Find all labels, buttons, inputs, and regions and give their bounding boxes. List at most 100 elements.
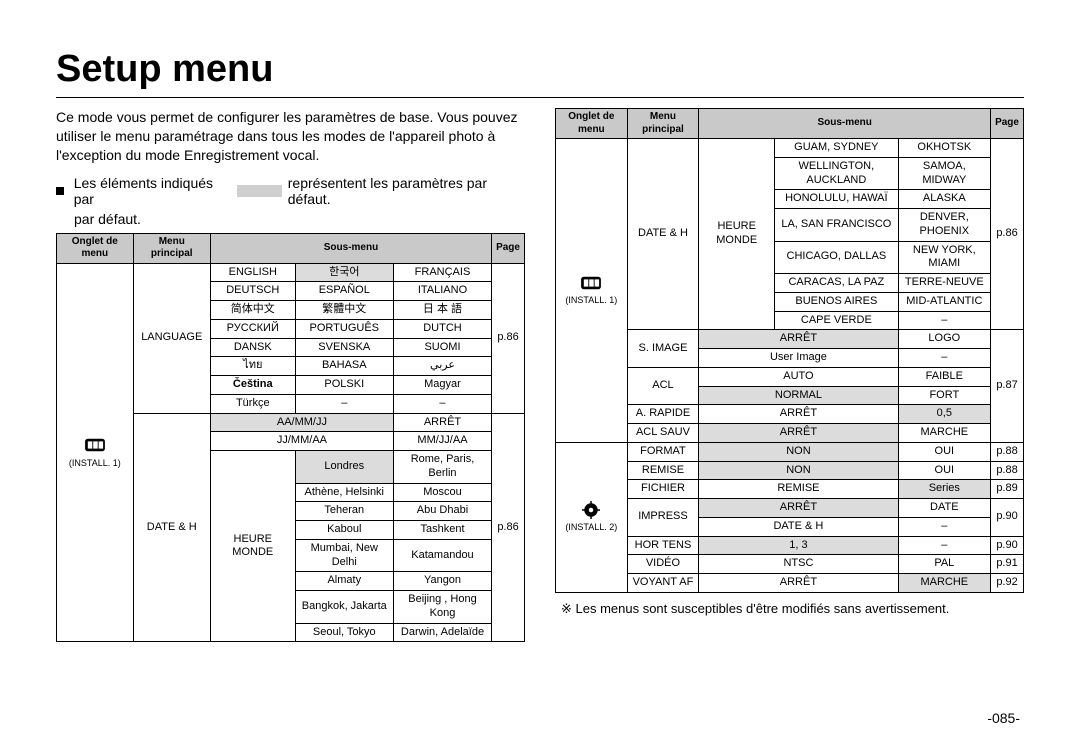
- main-arapide: A. RAPIDE: [627, 405, 699, 424]
- page-ref: p.92: [991, 574, 1024, 593]
- cell: Yangon: [393, 572, 491, 591]
- cell: Londres: [295, 451, 393, 484]
- cell: ARRÊT: [699, 405, 898, 424]
- cell: JJ/MM/AA: [210, 432, 393, 451]
- page-title: Setup menu: [56, 48, 1024, 91]
- main-dateh: DATE & H: [133, 413, 210, 642]
- main-fichier: FICHIER: [627, 480, 699, 499]
- cell: BAHASA: [295, 357, 393, 376]
- note-prefix: Les éléments indiqués par: [74, 175, 232, 207]
- page-ref: p.88: [991, 442, 1024, 461]
- main-dateh: DATE & H: [627, 139, 699, 330]
- main-remise: REMISE: [627, 461, 699, 480]
- cell: NON: [699, 442, 898, 461]
- cell: TERRE-NEUVE: [898, 274, 991, 293]
- main-aclsauv: ACL SAUV: [627, 424, 699, 443]
- cell: Rome, Paris, Berlin: [393, 451, 491, 484]
- th-main: Menu principal: [133, 233, 210, 263]
- cell: FAIBLE: [898, 367, 991, 386]
- page-ref: p.86: [991, 139, 1024, 330]
- cell: DATE: [898, 499, 991, 518]
- main-language: LANGUAGE: [133, 263, 210, 413]
- page-ref: p.87: [991, 330, 1024, 443]
- cell: OUI: [898, 461, 991, 480]
- main-video: VIDÉO: [627, 555, 699, 574]
- page-ref: p.91: [991, 555, 1024, 574]
- cell: MM/JJ/AA: [393, 432, 491, 451]
- cell: ไทย: [210, 357, 295, 376]
- cell: HONOLULU, HAWAÏ: [775, 190, 898, 209]
- cell: User Image: [699, 349, 898, 368]
- cell: AA/MM/JJ: [210, 413, 393, 432]
- cell: DATE & H: [699, 517, 898, 536]
- cell: DEUTSCH: [210, 282, 295, 301]
- cell: OKHOTSK: [898, 139, 991, 158]
- note-suffix: représentent les paramètres par défaut.: [288, 175, 525, 207]
- cell: –: [393, 394, 491, 413]
- cell: Beijing , Hong Kong: [393, 591, 491, 624]
- cell: Series: [898, 480, 991, 499]
- cell: РУССКИЙ: [210, 319, 295, 338]
- cell: 简体中文: [210, 301, 295, 320]
- cell: Almaty: [295, 572, 393, 591]
- cell: Moscou: [393, 483, 491, 502]
- cell: ENGLISH: [210, 263, 295, 282]
- cell: FORT: [898, 386, 991, 405]
- main-hortens: HOR TENS: [627, 536, 699, 555]
- heure-monde-label: HEURE MONDE: [699, 139, 775, 330]
- cell: ARRÊT: [699, 424, 898, 443]
- main-voyant: VOYANT AF: [627, 574, 699, 593]
- cell: CHICAGO, DALLAS: [775, 241, 898, 274]
- cell: GUAM, SYDNEY: [775, 139, 898, 158]
- cell: Darwin, Adelaïde: [393, 623, 491, 642]
- cell: ITALIANO: [393, 282, 491, 301]
- heure-monde-label: HEURE MONDE: [210, 451, 295, 642]
- main-simage: S. IMAGE: [627, 330, 699, 368]
- page-ref: p.89: [991, 480, 1024, 499]
- th-sub: Sous-menu: [210, 233, 491, 263]
- cell: 한국어: [295, 263, 393, 282]
- cell: NTSC: [699, 555, 898, 574]
- th-tab: Onglet de menu: [57, 233, 134, 263]
- cell: 繁體中文: [295, 301, 393, 320]
- page-ref: p.88: [991, 461, 1024, 480]
- cell: LOGO: [898, 330, 991, 349]
- page-ref: p.86: [492, 413, 525, 642]
- cell: Athène, Helsinki: [295, 483, 393, 502]
- th-tab: Onglet de menu: [556, 109, 628, 139]
- cell: WELLINGTON, AUCKLAND: [775, 157, 898, 190]
- cell: SUOMI: [393, 338, 491, 357]
- cell: PORTUGUÊS: [295, 319, 393, 338]
- main-impress: IMPRESS: [627, 499, 699, 537]
- cell: Abu Dhabi: [393, 502, 491, 521]
- main-acl: ACL: [627, 367, 699, 405]
- cell: DENVER, PHOENIX: [898, 209, 991, 242]
- cell: MARCHE: [898, 424, 991, 443]
- cell: PAL: [898, 555, 991, 574]
- cell: MARCHE: [898, 574, 991, 593]
- cell: Magyar: [393, 376, 491, 395]
- cell: SVENSKA: [295, 338, 393, 357]
- cell: Kaboul: [295, 521, 393, 540]
- cell: ESPAÑOL: [295, 282, 393, 301]
- page-ref: p.90: [991, 499, 1024, 537]
- cell: MID-ATLANTIC: [898, 292, 991, 311]
- th-page: Page: [991, 109, 1024, 139]
- tab-install1: (INSTALL. 1): [57, 263, 134, 642]
- cell: FRANÇAIS: [393, 263, 491, 282]
- cell: LA, SAN FRANCISCO: [775, 209, 898, 242]
- cell: ARRÊT: [699, 574, 898, 593]
- tab-install2: (INSTALL. 2): [556, 442, 628, 592]
- page-ref: p.90: [991, 536, 1024, 555]
- cell: ﻋﺮﺑﻲ: [393, 357, 491, 376]
- page-ref: p.86: [492, 263, 525, 413]
- cell: Türkçe: [210, 394, 295, 413]
- cell: 日 本 語: [393, 301, 491, 320]
- cell: –: [898, 311, 991, 330]
- cell: DUTCH: [393, 319, 491, 338]
- cell: SAMOA, MIDWAY: [898, 157, 991, 190]
- cell: BUENOS AIRES: [775, 292, 898, 311]
- cell: Seoul, Tokyo: [295, 623, 393, 642]
- cell: NEW YORK, MIAMI: [898, 241, 991, 274]
- cell: Mumbai, New Delhi: [295, 539, 393, 572]
